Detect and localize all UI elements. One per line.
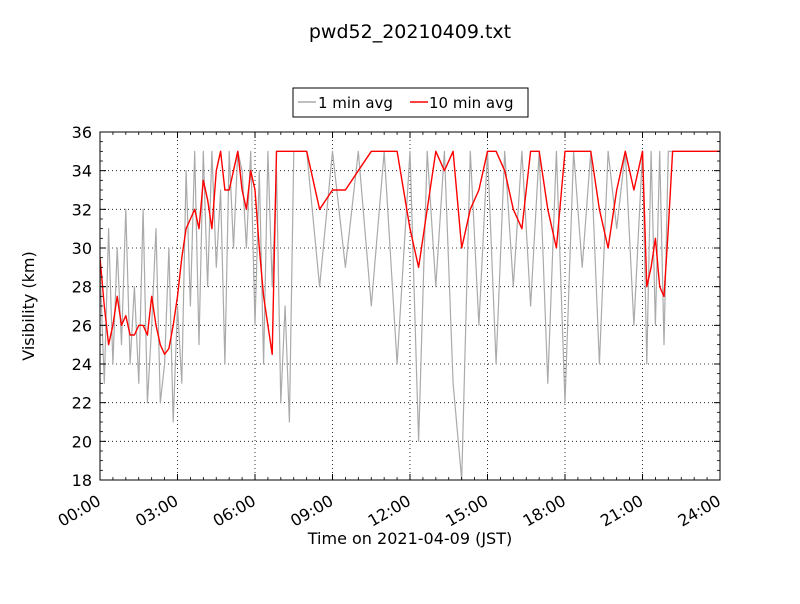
y-tick-label: 24	[72, 355, 92, 374]
x-axis-label: Time on 2021-04-09 (JST)	[307, 529, 512, 548]
y-axis-label: Visibility (km)	[19, 251, 38, 360]
grid	[100, 132, 720, 480]
legend-label-10-min-avg: 10 min avg	[429, 94, 514, 112]
chart-title: pwd52_20210409.txt	[309, 21, 511, 43]
x-tick-label: 21:00	[597, 491, 646, 531]
y-tick-label: 34	[72, 162, 92, 181]
legend-label-1-min-avg: 1 min avg	[318, 94, 393, 112]
x-tick-label: 03:00	[132, 491, 181, 531]
x-tick-label: 00:00	[55, 491, 104, 531]
x-tick-label: 06:00	[210, 491, 259, 531]
y-tick-label: 36	[72, 123, 92, 142]
y-tick-label: 26	[72, 316, 92, 335]
y-tick-label: 28	[72, 278, 92, 297]
x-tick-label: 12:00	[365, 491, 414, 531]
y-tick-label: 20	[72, 432, 92, 451]
series-line-10-min-avg	[100, 150, 720, 355]
series-layer	[100, 150, 720, 480]
x-tick-label: 15:00	[442, 491, 491, 531]
y-tick-label: 32	[72, 200, 92, 219]
y-tick-label: 30	[72, 239, 92, 258]
legend: 1 min avg 10 min avg	[292, 87, 529, 118]
y-tick-label: 18	[72, 471, 92, 490]
x-tick-label: 24:00	[675, 491, 724, 531]
y-tick-label: 22	[72, 394, 92, 413]
x-tick-label: 09:00	[287, 491, 336, 531]
x-tick-label: 18:00	[520, 491, 569, 531]
axis-ticks: 00:00 03:00 06:00 09:00 12:00 15:00 18:00 21:00…	[55, 123, 724, 531]
